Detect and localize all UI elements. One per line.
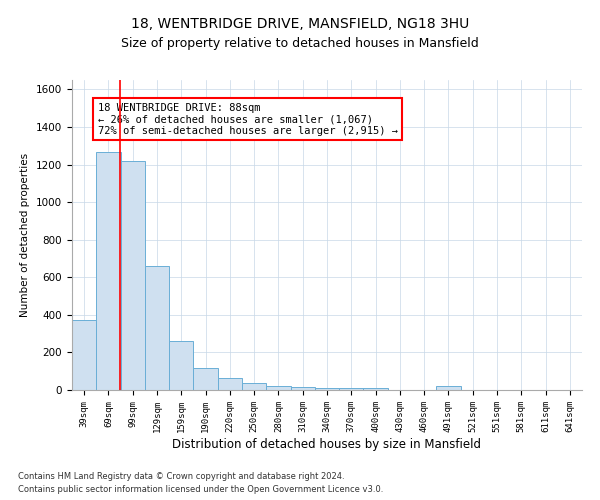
Bar: [96, 152, 121, 390]
Bar: [218, 378, 242, 390]
Bar: [266, 386, 290, 390]
Bar: [242, 384, 266, 390]
Text: Contains HM Land Registry data © Crown copyright and database right 2024.: Contains HM Land Registry data © Crown c…: [18, 472, 344, 481]
Text: 18, WENTBRIDGE DRIVE, MANSFIELD, NG18 3HU: 18, WENTBRIDGE DRIVE, MANSFIELD, NG18 3H…: [131, 18, 469, 32]
Text: 18 WENTBRIDGE DRIVE: 88sqm
← 26% of detached houses are smaller (1,067)
72% of s: 18 WENTBRIDGE DRIVE: 88sqm ← 26% of deta…: [97, 102, 398, 136]
Bar: [72, 320, 96, 390]
X-axis label: Distribution of detached houses by size in Mansfield: Distribution of detached houses by size …: [173, 438, 482, 450]
Bar: [364, 388, 388, 390]
Bar: [315, 388, 339, 390]
Bar: [436, 386, 461, 390]
Bar: [339, 388, 364, 390]
Bar: [290, 387, 315, 390]
Text: Contains public sector information licensed under the Open Government Licence v3: Contains public sector information licen…: [18, 485, 383, 494]
Bar: [193, 368, 218, 390]
Bar: [169, 341, 193, 390]
Bar: [121, 161, 145, 390]
Text: Size of property relative to detached houses in Mansfield: Size of property relative to detached ho…: [121, 38, 479, 51]
Bar: [145, 266, 169, 390]
Y-axis label: Number of detached properties: Number of detached properties: [20, 153, 31, 317]
